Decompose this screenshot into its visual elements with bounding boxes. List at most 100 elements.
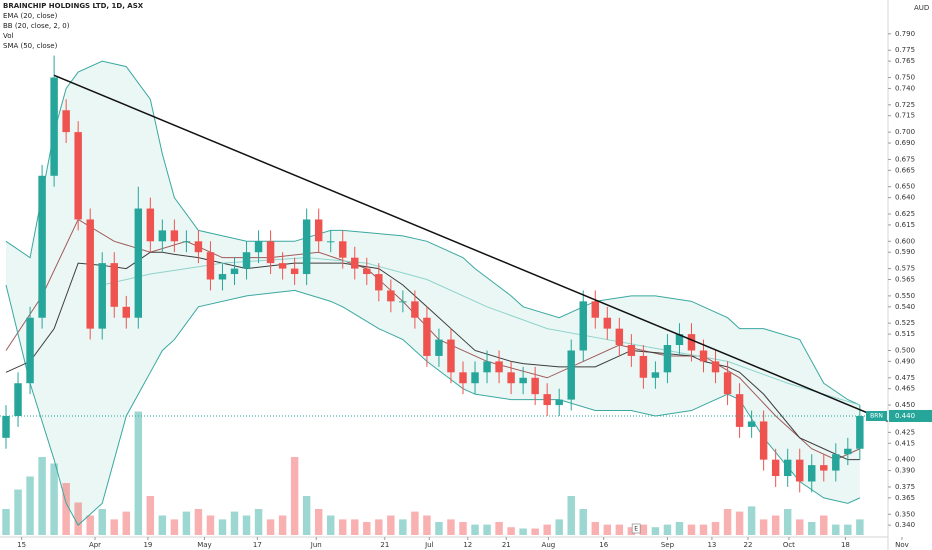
candle-body: [663, 345, 672, 373]
y-tick-label: 0.790: [895, 30, 915, 38]
volume-bar: [459, 522, 467, 535]
volume-bar: [771, 515, 780, 535]
candle-body: [194, 241, 203, 253]
candle-body: [122, 306, 130, 318]
candle-body: [278, 263, 287, 269]
candle-body: [351, 257, 359, 269]
candle-body: [832, 454, 840, 471]
volume-bar: [98, 509, 106, 535]
x-tick-label: 21: [380, 541, 389, 549]
volume-bar: [26, 476, 34, 535]
candle-body: [363, 268, 371, 275]
volume-bar: [507, 527, 515, 535]
y-tick-label: 0.600: [895, 237, 915, 245]
y-tick-label: 0.700: [895, 128, 915, 136]
volume-bar: [747, 506, 756, 535]
candle-body: [723, 372, 732, 395]
y-tick-label: 0.765: [895, 57, 915, 65]
volume-bar: [795, 519, 804, 535]
volume-bar: [110, 519, 118, 535]
volume-bar: [495, 522, 503, 535]
candle-body: [747, 421, 756, 427]
candle-body: [302, 219, 311, 275]
candle-body: [182, 241, 191, 243]
y-tick-label: 0.490: [895, 357, 915, 365]
volume-bar: [326, 515, 335, 535]
y-tick-label: 0.340: [895, 521, 915, 529]
candle-body: [615, 328, 624, 346]
x-tick-label: Nov: [895, 541, 909, 549]
candle-body: [423, 317, 431, 356]
y-tick-label: 0.525: [895, 319, 915, 327]
x-tick-label: Jun: [310, 541, 322, 549]
candle-body: [603, 317, 612, 329]
candle-body: [820, 465, 828, 471]
candle-body: [844, 448, 852, 455]
volume-bar: [218, 519, 227, 535]
y-tick-label: 0.500: [895, 346, 915, 354]
y-tick-label: 0.675: [895, 155, 915, 163]
volume-bar: [50, 463, 58, 535]
x-tick-label: 15: [17, 541, 26, 549]
volume-bar: [543, 524, 551, 535]
candle-body: [98, 263, 106, 329]
x-tick-label: Apr: [89, 541, 101, 549]
x-tick-label: Jul: [424, 541, 434, 549]
candle-body: [735, 394, 744, 427]
candle-body: [206, 252, 215, 280]
candle-body: [579, 301, 587, 351]
y-tick-label: 0.615: [895, 221, 915, 229]
candle-body: [459, 372, 467, 384]
volume-bar: [14, 489, 22, 535]
candle-body: [507, 372, 515, 384]
x-tick-label: 12: [463, 541, 472, 549]
volume-bar: [170, 519, 179, 535]
x-tick-label: Aug: [542, 541, 556, 549]
volume-bar: [254, 509, 263, 535]
band-fill: [6, 61, 860, 526]
volume-bar: [687, 524, 696, 535]
candle-body: [62, 110, 70, 133]
candle-body: [375, 274, 383, 291]
y-tick-label: 0.350: [895, 510, 915, 518]
trend-line: [53, 74, 910, 431]
volume-bar: [531, 528, 539, 535]
y-tick-label: 0.540: [895, 303, 915, 311]
volume-bar: [699, 524, 708, 535]
candle-body: [856, 415, 864, 449]
x-tick-label: 13: [707, 541, 716, 549]
x-tick-label: Sep: [661, 541, 675, 549]
x-tick-label: 18: [841, 541, 850, 549]
plot-area: E: [0, 55, 910, 535]
candle-body: [399, 301, 407, 303]
candle-body: [254, 241, 263, 253]
volume-bar: [230, 511, 239, 535]
volume-bar: [290, 457, 299, 535]
y-tick-label: 0.375: [895, 483, 915, 491]
candle-body: [266, 241, 275, 264]
y-tick-label: 0.450: [895, 401, 915, 409]
candle-body: [651, 372, 660, 378]
price-tag-label: 0.440: [895, 412, 915, 420]
volume-bar: [651, 527, 660, 535]
candle-body: [50, 77, 58, 176]
legend-entry: BB (20, close, 2, 0): [3, 22, 70, 30]
volume-bar: [675, 522, 684, 535]
candle-body: [675, 334, 684, 346]
bb-basis: [5, 251, 860, 461]
candle-body: [567, 350, 575, 400]
currency-label: AUD: [914, 4, 929, 12]
candle-body: [687, 334, 696, 351]
candle-body: [555, 399, 563, 406]
legend-entry: EMA (20, close): [3, 12, 58, 20]
candle-body: [543, 394, 551, 406]
candle-body: [483, 361, 491, 373]
y-tick-label: 0.625: [895, 210, 915, 218]
candle-body: [314, 219, 323, 242]
y-tick-label: 0.415: [895, 439, 915, 447]
y-tick-label: 0.365: [895, 494, 915, 502]
volume-bar: [447, 519, 455, 535]
candle-body: [808, 465, 816, 482]
volume-bar: [411, 511, 419, 535]
